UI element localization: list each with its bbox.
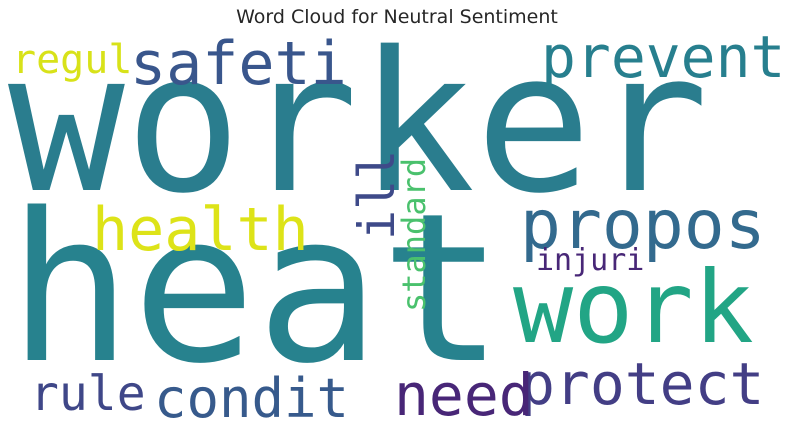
word-regul: regul <box>12 37 133 83</box>
chart-title: Word Cloud for Neutral Sentiment <box>236 6 558 28</box>
word-standard: standard <box>395 157 433 312</box>
word-protect: protect <box>520 350 765 418</box>
word-heat: heat <box>8 169 505 409</box>
word-prevent: prevent <box>541 23 786 91</box>
word-worker: worker <box>8 10 709 236</box>
word-propos: propos <box>520 186 766 265</box>
word-work: work <box>513 249 754 366</box>
word-condit: condit <box>154 367 350 430</box>
word-safeti: safeti <box>130 29 347 99</box>
word-rule: rule <box>30 366 146 422</box>
word-health: health <box>92 195 309 265</box>
word-injuri: injuri <box>536 243 645 278</box>
word-need: need <box>394 361 534 429</box>
